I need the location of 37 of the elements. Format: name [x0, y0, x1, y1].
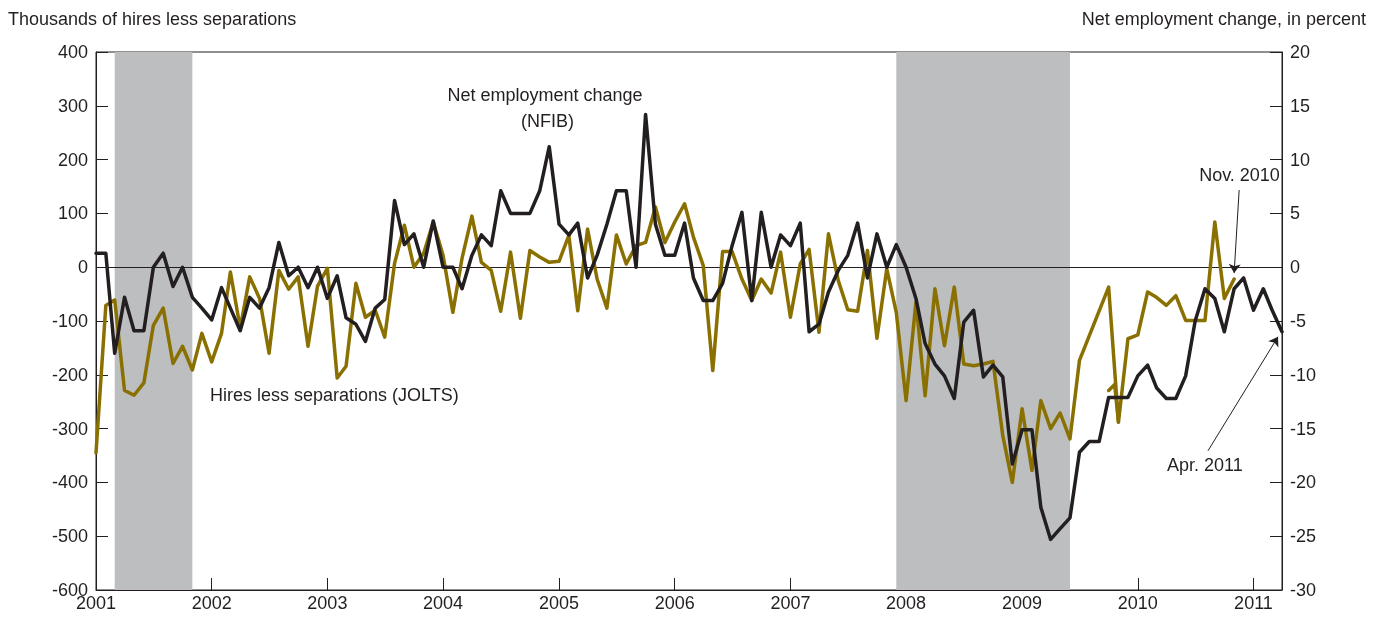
annotation: Net employment change (NFIB) [447, 85, 643, 131]
x-tick-label: 2008 [886, 593, 927, 613]
y2-tick-label: -30 [1290, 580, 1317, 600]
y2-tick-label: -5 [1290, 311, 1307, 331]
y-tick-label: -500 [51, 526, 88, 547]
x-tick-label: 2002 [191, 593, 232, 613]
y2-tick-label: 5 [1290, 203, 1301, 224]
annotation: Nov. 2010 [1199, 165, 1280, 186]
y-tick-label: 300 [57, 95, 88, 116]
y-tick-label: 200 [57, 149, 88, 170]
y-tick-label: -400 [51, 472, 88, 493]
y2-tick-label: -15 [1290, 418, 1317, 439]
x-tick-label: 2004 [423, 593, 464, 613]
y-tick-label: -200 [51, 364, 88, 385]
x-tick-label: 2007 [770, 593, 811, 613]
y-axis-title: Thousands of hires less separations [8, 9, 297, 29]
y2-tick-label: -25 [1290, 526, 1317, 547]
y-tick-label: 0 [77, 257, 88, 278]
x-tick-label: 2003 [307, 593, 348, 613]
x-tick-label: 2010 [1117, 593, 1158, 613]
x-tick-label: 2011 [1234, 593, 1273, 613]
y2-tick-label: 15 [1290, 95, 1311, 116]
x-tick-label: 2009 [1002, 593, 1043, 613]
y2-tick-label: 10 [1290, 149, 1311, 170]
x-tick-label: 2006 [654, 593, 695, 613]
annotation: Apr. 2011 [1166, 454, 1243, 475]
annotation: Hires less separations (JOLTS) [210, 385, 459, 405]
y-tick-label: -300 [51, 418, 88, 439]
y2-tick-label: 0 [1290, 257, 1301, 278]
y2-axis-title: Net employment change, in percent [1081, 9, 1367, 29]
y-tick-label: 100 [57, 203, 88, 224]
y-tick-label: 400 [57, 42, 88, 62]
y2-tick-label: -10 [1290, 364, 1317, 385]
x-tick-label: 2005 [539, 593, 580, 613]
y2-tick-label: -20 [1290, 472, 1317, 493]
y2-tick-label: 20 [1290, 42, 1311, 62]
y-tick-label: -100 [51, 311, 88, 331]
